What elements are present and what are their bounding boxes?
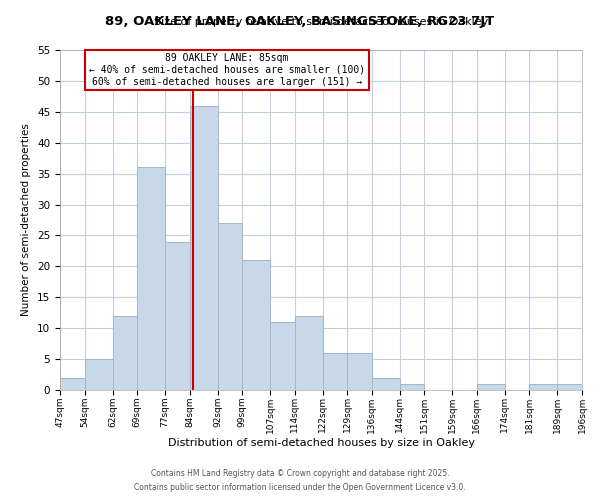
Text: 89, OAKLEY LANE, OAKLEY, BASINGSTOKE, RG23 7JT: 89, OAKLEY LANE, OAKLEY, BASINGSTOKE, RG… [106,15,494,28]
Bar [347,353,372,390]
Bar [60,378,85,390]
Bar [242,260,270,390]
Bar [85,359,113,390]
Bar [557,384,582,390]
Text: Contains HM Land Registry data © Crown copyright and database right 2025.: Contains HM Land Registry data © Crown c… [151,468,449,477]
Bar [137,168,165,390]
Bar [400,384,424,390]
Bar [270,322,295,390]
Y-axis label: Number of semi-detached properties: Number of semi-detached properties [22,124,31,316]
Bar [529,384,557,390]
Bar [295,316,323,390]
Bar [113,316,137,390]
Text: Contains public sector information licensed under the Open Government Licence v3: Contains public sector information licen… [134,484,466,492]
Title: Size of property relative to semi-detached houses in Oakley: Size of property relative to semi-detach… [154,17,488,27]
Bar [165,242,190,390]
Bar [323,353,347,390]
Bar [477,384,505,390]
Text: 89 OAKLEY LANE: 85sqm
← 40% of semi-detached houses are smaller (100)
60% of sem: 89 OAKLEY LANE: 85sqm ← 40% of semi-deta… [89,54,365,86]
Bar [190,106,218,390]
Bar [372,378,400,390]
X-axis label: Distribution of semi-detached houses by size in Oakley: Distribution of semi-detached houses by … [167,438,475,448]
Bar [218,223,242,390]
